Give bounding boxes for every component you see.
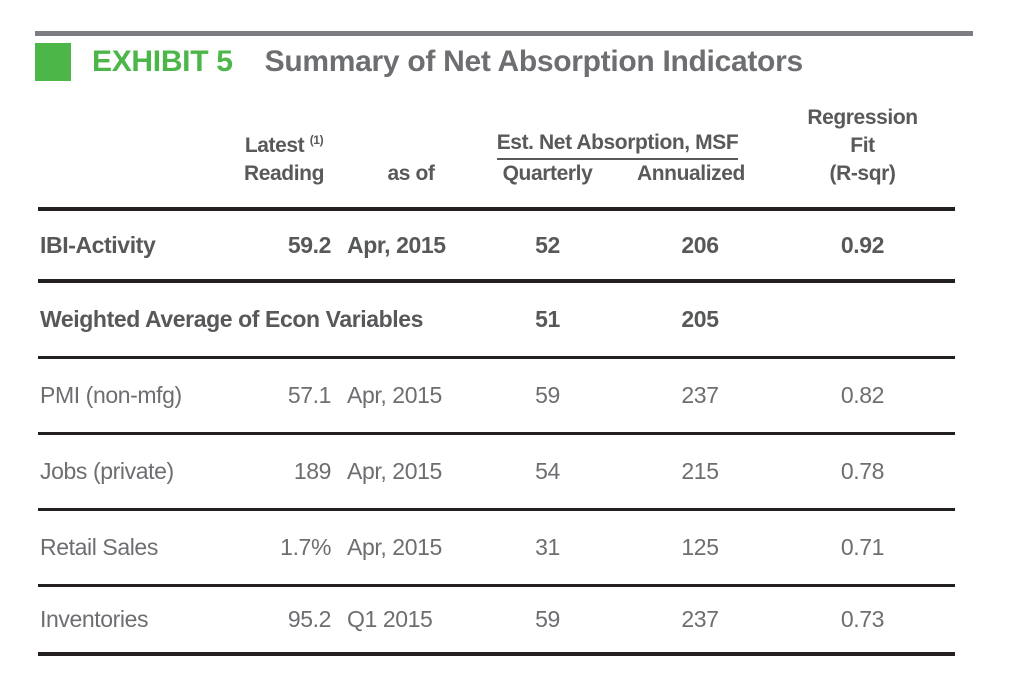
col-header-quarterly: Quarterly — [502, 162, 593, 185]
cell-annualized: 215 — [681, 458, 719, 484]
table-row-ibi-activity: IBI-Activity 59.2 Apr, 2015 52 206 0.92 — [38, 211, 955, 283]
cell-annualized: 237 — [681, 382, 719, 408]
table-row-pmi: PMI (non-mfg) 57.1 Apr, 2015 59 237 0.82 — [38, 359, 955, 435]
table-row-jobs: Jobs (private) 189 Apr, 2015 54 215 0.78 — [38, 435, 955, 511]
page-title: Summary of Net Absorption Indicators — [264, 45, 803, 78]
cell-indicator: Jobs (private) — [40, 458, 174, 484]
reading-line: Reading — [243, 162, 325, 185]
cell-quarterly: 51 — [535, 306, 560, 332]
cell-quarterly: 59 — [535, 606, 560, 632]
cell-indicator: IBI-Activity — [40, 231, 156, 258]
cell-as-of: Apr, 2015 — [347, 534, 442, 560]
cell-quarterly: 54 — [535, 458, 560, 484]
cell-quarterly: 31 — [535, 534, 560, 560]
est-group-title: Est. Net Absorption, MSF — [465, 129, 770, 160]
top-rule — [35, 31, 973, 36]
cell-as-of: Apr, 2015 — [347, 382, 442, 408]
cell-latest-reading: 95.2 — [287, 606, 332, 632]
cell-as-of: Apr, 2015 — [347, 458, 442, 484]
cell-as-of: Apr, 2015 — [347, 231, 446, 258]
col-header-as-of: as of — [387, 162, 435, 185]
latest-line: Latest (1) — [244, 133, 324, 157]
cell-latest-reading: 1.7% — [280, 534, 331, 560]
col-header-est-net-absorption: Est. Net Absorption, MSF Quarterly Annua… — [465, 129, 770, 188]
cell-annualized: 125 — [681, 534, 719, 560]
cell-as-of: Q1 2015 — [347, 606, 433, 632]
table-row-weighted-average: Weighted Average of Econ Variables 51 20… — [38, 283, 955, 359]
cell-latest-reading: 189 — [293, 458, 332, 484]
cell-annualized: 205 — [681, 306, 719, 332]
cell-indicator: Inventories — [40, 606, 149, 632]
indicators-table: Latest (1) Reading as of Est. Net Absorp… — [38, 104, 955, 656]
exhibit-marker-icon — [35, 43, 71, 81]
cell-indicator: PMI (non-mfg) — [40, 382, 182, 408]
cell-annualized: 237 — [681, 606, 719, 632]
cell-latest-reading: 59.2 — [287, 231, 332, 258]
cell-latest-reading: 57.1 — [287, 382, 332, 408]
col-header-latest-reading: Latest (1) Reading — [233, 132, 335, 188]
cell-r-sqr: 0.73 — [840, 606, 885, 632]
cell-indicator: Weighted Average of Econ Variables — [40, 306, 424, 332]
cell-r-sqr: 0.82 — [840, 382, 885, 408]
est-subheaders: Quarterly Annualized — [465, 160, 770, 188]
cell-quarterly: 52 — [535, 231, 560, 258]
col-header-annualized: Annualized — [636, 162, 745, 185]
cell-annualized: 206 — [681, 231, 719, 258]
exhibit-label: EXHIBIT 5 — [92, 45, 233, 78]
col-header-regression-fit: Regression Fit (R-sqr) — [807, 106, 918, 185]
cell-indicator: Retail Sales — [40, 534, 158, 560]
exhibit-header: EXHIBIT 5 Summary of Net Absorption Indi… — [35, 43, 803, 81]
cell-r-sqr: 0.92 — [840, 231, 885, 258]
cell-r-sqr: 0.78 — [840, 458, 885, 484]
table-row-inventories: Inventories 95.2 Q1 2015 59 237 0.73 — [38, 587, 955, 656]
footnote-marker: (1) — [309, 133, 324, 147]
cell-r-sqr: 0.71 — [840, 534, 885, 560]
cell-quarterly: 59 — [535, 382, 560, 408]
table-row-retail-sales: Retail Sales 1.7% Apr, 2015 31 125 0.71 — [38, 511, 955, 587]
table-header: Latest (1) Reading as of Est. Net Absorp… — [38, 104, 955, 211]
